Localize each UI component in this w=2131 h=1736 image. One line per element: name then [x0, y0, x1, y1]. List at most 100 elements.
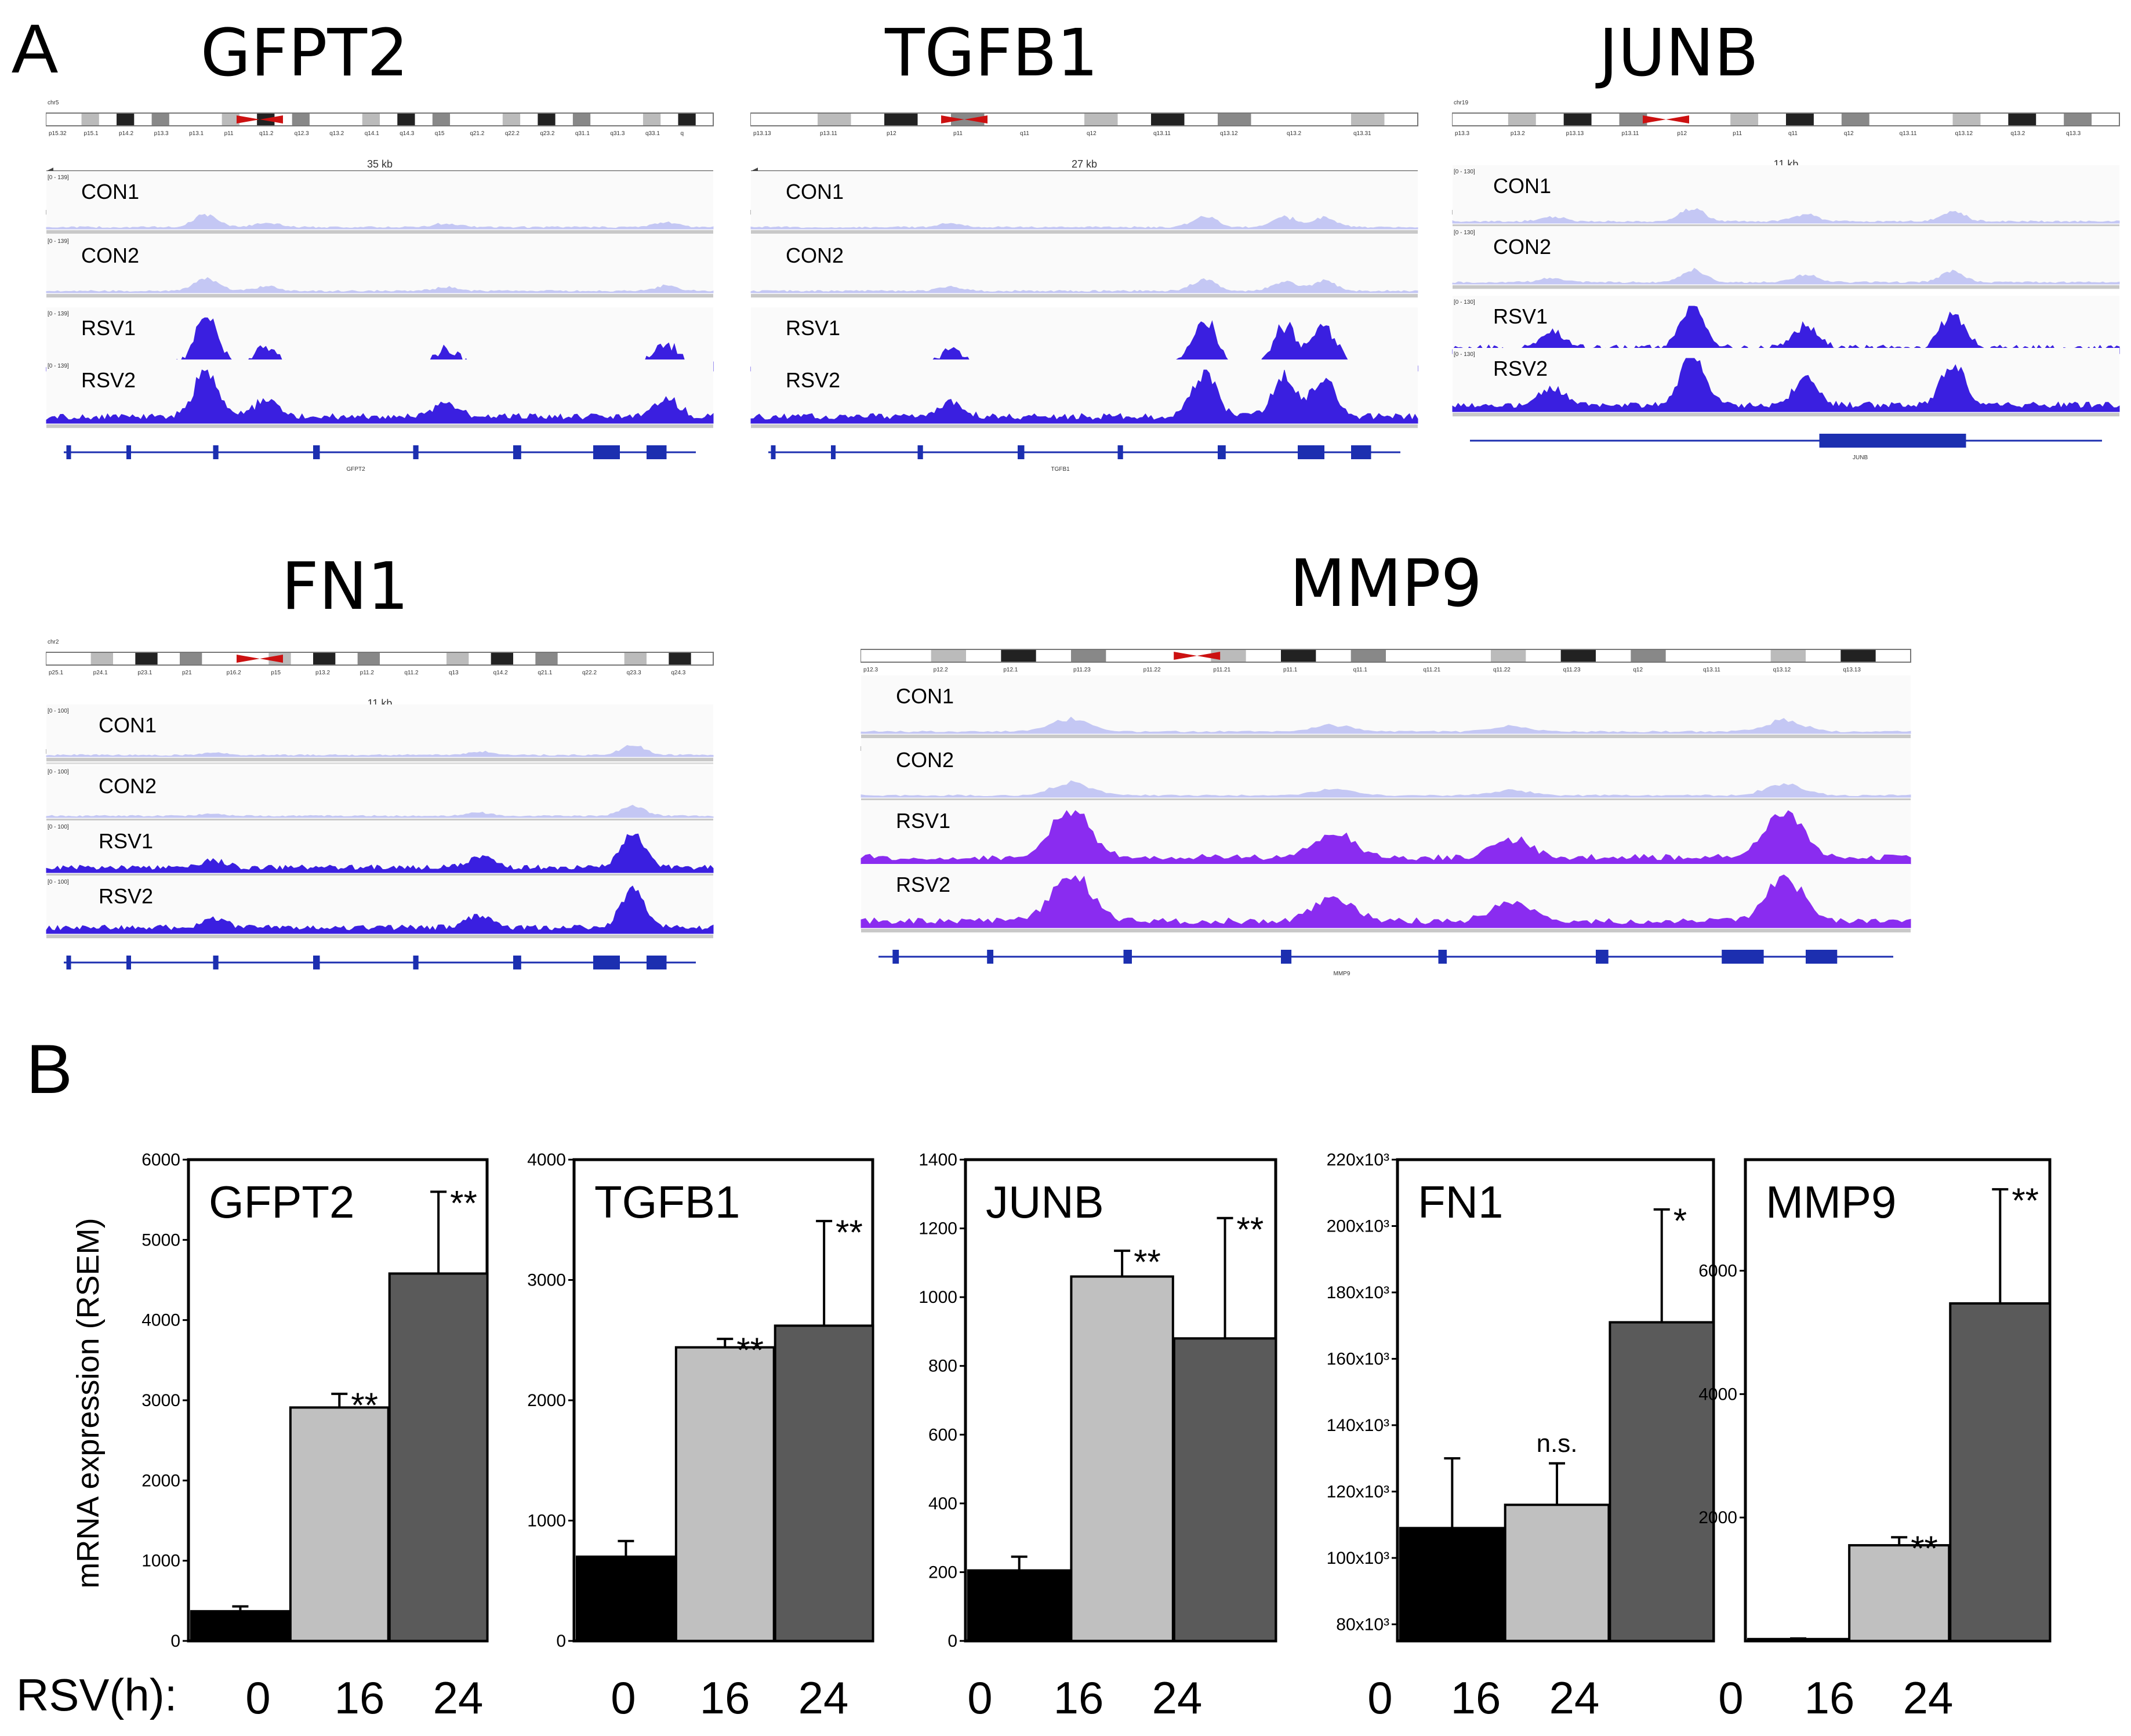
band-label: q11.21 [1423, 667, 1440, 673]
y-tick-label: 80x10³ [1336, 1615, 1389, 1634]
band-label: q22.2 [582, 670, 597, 676]
y-tick-label: 2000 [527, 1391, 566, 1410]
significance-marker: ** [1237, 1210, 1264, 1249]
track-divider [46, 230, 713, 234]
gene-exon [213, 445, 219, 459]
band-label: p13.11 [1622, 130, 1639, 137]
gene-exon [647, 445, 667, 459]
track-background [46, 704, 713, 762]
gene-exon [892, 950, 899, 964]
ideogram-band [1453, 114, 1480, 125]
bar-gfpt2-0h [190, 1610, 291, 1642]
track-label-rsv2: RSV2 [81, 368, 136, 392]
significance-marker: ** [736, 1331, 764, 1370]
y-tick-label: 3000 [141, 1391, 180, 1410]
band-label: q24.3 [671, 670, 685, 676]
panel-a-letter: A [12, 10, 58, 88]
ideogram-band [1421, 650, 1456, 662]
y-tick-label: 0 [947, 1632, 957, 1651]
ideogram-band [432, 114, 451, 125]
coverage-rsv2 [46, 369, 714, 424]
band-label: p11.21 [1213, 667, 1230, 673]
x-category-label: 16 [335, 1672, 385, 1723]
band-label: q13.12 [1773, 667, 1791, 673]
ideogram-band [135, 653, 158, 664]
ideogram-band [2064, 114, 2092, 125]
band-label: p13.3 [154, 130, 169, 137]
band-label: p21 [182, 670, 192, 676]
track-label-rsv1: RSV1 [1493, 304, 1548, 328]
gene-exon [1806, 950, 1838, 964]
y-tick-label: 2000 [1698, 1508, 1737, 1527]
band-label: q33.1 [645, 130, 660, 137]
ideogram-band [313, 653, 336, 664]
x-category-label: 0 [1718, 1672, 1743, 1723]
ideogram-band [1508, 114, 1536, 125]
ideogram-band [1619, 114, 1647, 125]
band-label: q13.3 [2066, 130, 2081, 137]
band-label: p15.1 [84, 130, 99, 137]
gene-exon [413, 956, 419, 969]
significance-marker: n.s. [1537, 1429, 1578, 1458]
band-label: p13.2 [315, 670, 330, 676]
gene-exon [1298, 445, 1324, 459]
track-label-rsv1: RSV1 [99, 829, 153, 853]
ideogram-band [362, 114, 380, 125]
ideogram-band [624, 653, 647, 664]
y-tick-label: 4000 [527, 1150, 566, 1170]
track-label-rsv1: RSV1 [896, 809, 950, 833]
y-tick-label: 200 [928, 1563, 957, 1582]
gene-exon [66, 956, 71, 969]
genome-browser-junb: chr19 p13.3 p13.2 p13.13 p13.11 p12 p11 q11 q12 q… [1452, 100, 2120, 461]
significance-marker: ** [450, 1183, 477, 1222]
band-label: p11 [953, 130, 963, 137]
coverage-rsv2 [750, 369, 1418, 424]
chart-title-fn1: FN1 [1418, 1176, 1503, 1227]
x-category-label: 16 [1805, 1672, 1855, 1723]
chart-title-junb: JUNB [986, 1176, 1104, 1227]
ideogram-band [151, 114, 169, 125]
gene-exon [1819, 434, 1966, 448]
bar-chart-mmp9: 2000 4000 6000 MMP9 0 ** 16 ** 24 [1698, 1158, 2052, 1723]
gene-exon [513, 956, 521, 969]
y-tick-label: 6000 [141, 1150, 180, 1170]
gene-exon [987, 950, 994, 964]
ideogram-band [187, 114, 205, 125]
track-range: [0 - 100] [48, 708, 69, 714]
gene-exon [413, 445, 419, 459]
ideogram-band [327, 114, 345, 125]
track-divider [46, 758, 713, 761]
track-background [46, 171, 713, 235]
track-label-con2: CON2 [896, 748, 954, 772]
significance-marker: ** [1911, 1529, 1938, 1568]
band-label: p15.32 [49, 130, 67, 137]
track-range: [0 - 130] [1454, 230, 1475, 236]
x-category-label: 16 [700, 1672, 750, 1723]
x-category-label: 0 [245, 1672, 270, 1723]
ideogram-band [1141, 650, 1176, 662]
gene-exon [1722, 950, 1764, 964]
band-label: p13.1 [189, 130, 204, 137]
y-tick-label: 0 [556, 1632, 566, 1651]
gene-exon [593, 956, 620, 969]
track-label-con1: CON1 [1493, 174, 1551, 198]
track-label-rsv1: RSV1 [81, 316, 136, 340]
track-range: [0 - 100] [48, 824, 69, 830]
ideogram-band [117, 114, 135, 125]
band-label: p12.3 [863, 667, 878, 673]
x-category-label: 24 [1903, 1672, 1954, 1723]
genome-browser-gfpt2: chr5 p15.32 p15.1 p14.2 p13.3 p13.1 p11 q11.2 q1… [46, 100, 714, 473]
band-label: q13.31 [1353, 130, 1371, 137]
gene-label: JUNB [1853, 455, 1868, 461]
track-divider [1453, 413, 2119, 416]
bar-chart-gfpt2: 0 1000 2000 3000 4000 5000 6000 GFPT2 0 ** 16 ** 24 [141, 1150, 489, 1723]
track-divider [751, 230, 1418, 234]
x-category-label: 16 [1451, 1672, 1501, 1723]
ideogram-band [1018, 114, 1051, 125]
track-background [861, 739, 1911, 803]
significance-marker: ** [351, 1386, 378, 1425]
bar-mmp9-16h [1848, 1544, 1951, 1643]
band-label: q14.1 [365, 130, 379, 137]
band-label: q13.11 [1703, 667, 1720, 673]
ideogram-band [818, 114, 851, 125]
